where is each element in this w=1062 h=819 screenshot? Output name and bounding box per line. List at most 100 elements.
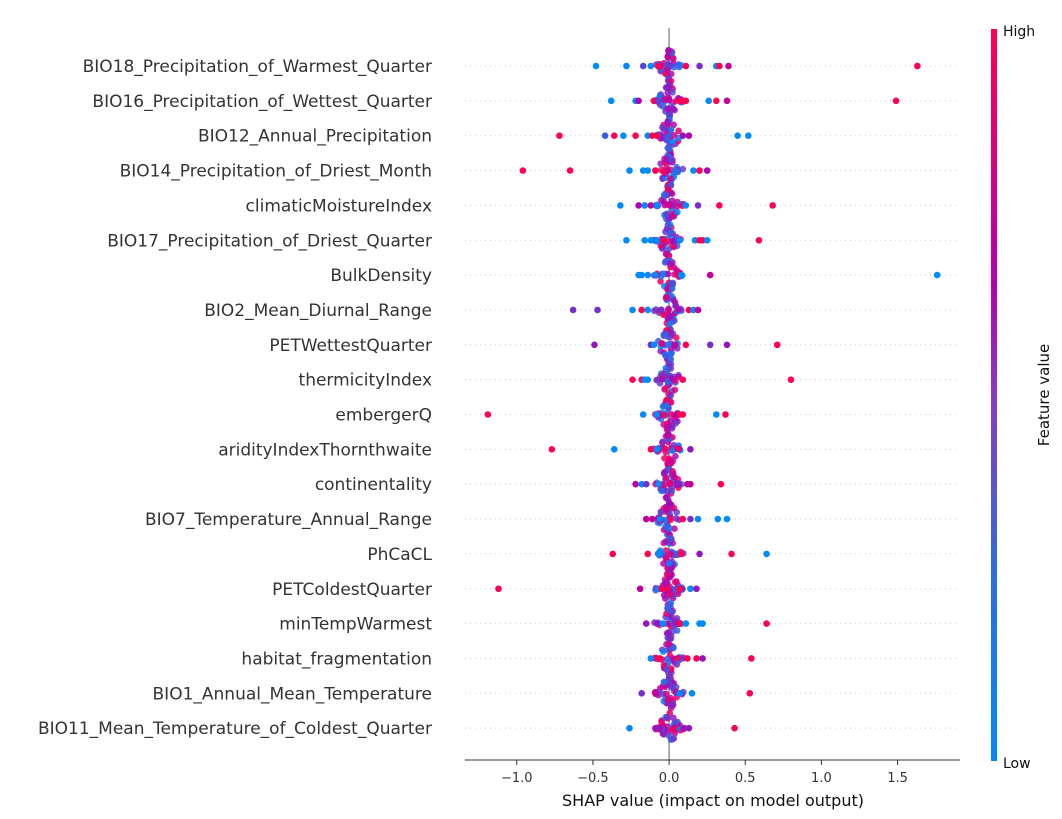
shap-point-cluster <box>660 168 667 175</box>
shap-point <box>610 446 618 453</box>
feature-label: continentality <box>315 475 432 495</box>
shap-point-cluster <box>664 118 671 125</box>
shap-point <box>641 236 649 244</box>
shap-point-cluster <box>672 452 679 460</box>
shap-point <box>647 202 655 209</box>
shap-point-cluster <box>671 341 679 349</box>
shap-point-cluster <box>671 525 678 532</box>
shap-point-cluster <box>666 525 673 532</box>
shap-point-cluster <box>664 270 672 278</box>
shap-point <box>706 271 714 279</box>
shap-point-cluster <box>660 648 667 655</box>
shap-point-cluster <box>661 411 668 419</box>
shap-point-cluster <box>666 201 673 209</box>
shap-point <box>687 446 694 453</box>
shap-point-cluster <box>672 683 680 691</box>
shap-point-cluster <box>664 53 671 61</box>
shap-point <box>653 202 661 209</box>
shap-point <box>659 620 667 627</box>
feature-label: BulkDensity <box>330 266 432 286</box>
shap-point-cluster <box>659 270 667 278</box>
shap-point <box>519 167 527 174</box>
shap-point-cluster <box>660 560 667 567</box>
shap-point <box>933 271 941 279</box>
shap-point-cluster <box>672 719 680 726</box>
shap-point-cluster <box>665 640 673 648</box>
colorbar-low-label: Low <box>1003 756 1031 772</box>
shap-point-cluster <box>670 55 677 62</box>
shap-point <box>773 341 781 349</box>
shap-point <box>623 236 630 244</box>
shap-point-cluster <box>658 375 666 383</box>
shap-point <box>725 62 732 70</box>
shap-point-cluster <box>675 63 683 71</box>
shap-point-cluster <box>670 504 678 512</box>
shap-point-cluster <box>669 237 677 245</box>
shap-point-cluster <box>664 696 671 704</box>
shap-point-cluster <box>671 131 678 139</box>
shap-point-cluster <box>662 364 670 372</box>
shap-point-cluster <box>662 538 670 545</box>
shap-point <box>610 132 618 139</box>
shap-point-cluster <box>674 208 681 216</box>
feature-label: BIO7_Temperature_Annual_Range <box>145 510 432 530</box>
shap-point <box>639 62 647 70</box>
shap-point-cluster <box>656 92 664 99</box>
shap-point <box>763 550 770 558</box>
shap-point <box>706 341 714 349</box>
shap-point <box>734 132 741 139</box>
shap-point-cluster <box>673 334 680 341</box>
shap-point-cluster <box>670 105 677 113</box>
shap-point <box>723 341 731 349</box>
shap-point <box>769 202 776 209</box>
shap-point-cluster <box>664 221 672 229</box>
shap-point-cluster <box>667 417 674 425</box>
shap-point <box>687 480 694 488</box>
shap-point <box>656 724 664 732</box>
x-tick-label: −1.0 <box>501 771 533 786</box>
x-tick-label: 1.0 <box>811 771 832 786</box>
shap-point-cluster <box>667 516 674 524</box>
shap-point <box>642 620 650 627</box>
shap-point-cluster <box>666 499 673 507</box>
shap-point <box>647 236 655 244</box>
shap-point-cluster <box>663 655 671 663</box>
shap-point <box>693 655 700 662</box>
shap-point-cluster <box>660 124 667 131</box>
shap-point <box>617 202 624 209</box>
shap-point <box>731 724 738 732</box>
shap-point-cluster <box>651 307 658 315</box>
shap-point <box>677 550 685 558</box>
shap-point <box>591 341 598 349</box>
shap-point-cluster <box>669 138 677 145</box>
shap-point <box>699 236 706 244</box>
shap-point <box>728 550 735 558</box>
feature-label: BIO2_Mean_Diurnal_Range <box>204 301 432 321</box>
shap-point <box>649 132 656 139</box>
shap-point <box>684 655 691 662</box>
shap-point <box>636 585 644 593</box>
shap-point-cluster <box>670 470 677 478</box>
shap-point <box>647 446 655 453</box>
shap-point-cluster <box>666 320 674 328</box>
shap-point-cluster <box>674 168 682 176</box>
shap-point <box>717 480 725 488</box>
feature-label: PETColdestQuarter <box>272 580 432 600</box>
shap-point-cluster <box>670 63 678 71</box>
shap-point-cluster <box>674 654 682 662</box>
shap-point-cluster <box>673 661 681 668</box>
shap-point <box>484 411 492 418</box>
shap-point <box>681 724 688 732</box>
shap-point <box>655 480 662 488</box>
feature-label: PhCaCL <box>367 545 432 565</box>
feature-label: BIO16_Precipitation_of_Wettest_Quarter <box>92 92 432 112</box>
shap-point-cluster <box>664 186 672 193</box>
shap-point <box>644 167 652 174</box>
shap-point-cluster <box>679 165 687 173</box>
shap-point <box>688 690 696 697</box>
shap-point-cluster <box>673 202 681 210</box>
shap-point <box>638 306 645 314</box>
shap-point <box>655 550 662 558</box>
shap-point-cluster <box>665 46 672 54</box>
